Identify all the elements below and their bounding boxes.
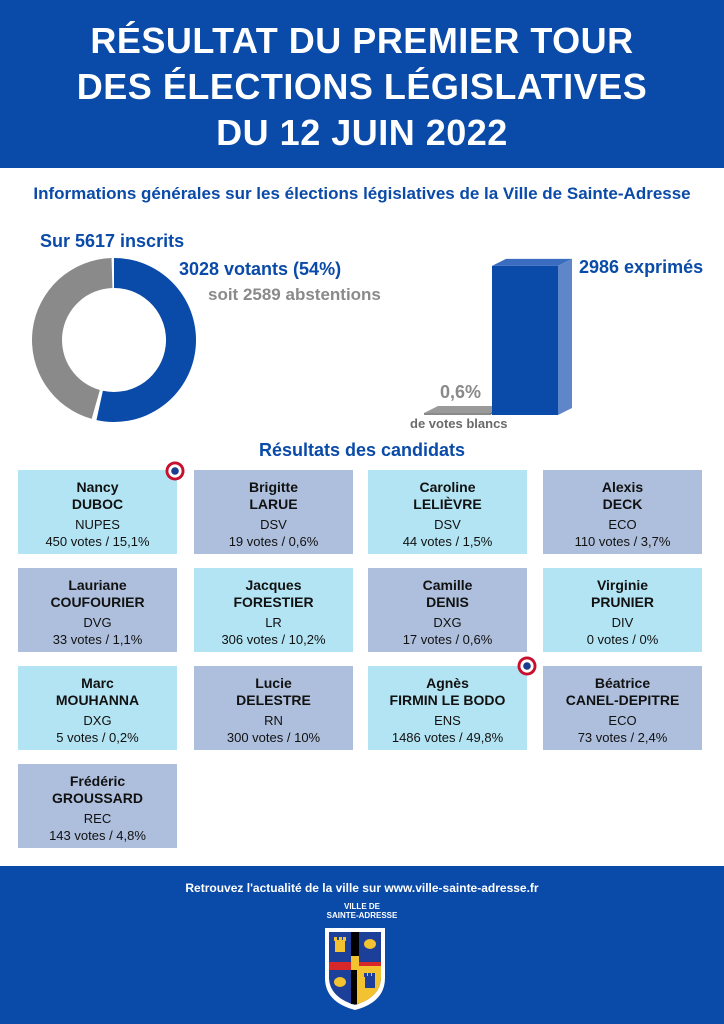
candidate-card: Agnès FIRMIN LE BODO ENS 1486 votes / 49… xyxy=(368,666,527,750)
blancs-label: de votes blancs xyxy=(410,416,508,431)
candidate-votes: 17 votes / 0,6% xyxy=(402,632,493,647)
candidate-votes: 300 votes / 10% xyxy=(226,730,321,745)
bar-front xyxy=(424,413,490,415)
candidate-party: ECO xyxy=(608,517,637,532)
qualified-rosette-icon xyxy=(517,656,537,676)
candidate-card: Nancy DUBOC NUPES 450 votes / 15,1% xyxy=(18,470,177,554)
footer-website-message: Retrouvez l'actualité de la ville sur ww… xyxy=(185,881,539,895)
page-header: RÉSULTAT DU PREMIER TOUR DES ÉLECTIONS L… xyxy=(0,0,724,168)
candidate-last-name: DUBOC xyxy=(71,496,124,512)
candidate-first-name: Nancy xyxy=(76,479,119,495)
candidate-first-name: Virginie xyxy=(596,577,649,593)
votants-label: 3028 votants (54%) xyxy=(179,259,342,279)
candidate-first-name: Brigitte xyxy=(249,479,298,495)
candidate-votes: 33 votes / 1,1% xyxy=(52,632,143,647)
candidate-first-name: Alexis xyxy=(601,479,644,495)
candidate-card: Lucie DELESTRE RN 300 votes / 10% xyxy=(194,666,353,750)
header-title-line3: DU 12 JUIN 2022 xyxy=(216,112,508,153)
candidate-votes: 143 votes / 4,8% xyxy=(49,828,146,843)
candidate-first-name: Caroline xyxy=(419,479,476,495)
candidate-votes: 19 votes / 0,6% xyxy=(228,534,319,549)
candidate-votes: 110 votes / 3,7% xyxy=(574,534,671,549)
candidate-first-name: Camille xyxy=(422,577,473,593)
candidate-card: Frédéric GROUSSARD REC 143 votes / 4,8% xyxy=(18,764,177,848)
candidate-last-name: LELIÈVRE xyxy=(413,496,482,512)
header-title-line2: DES ÉLECTIONS LÉGISLATIVES xyxy=(76,66,648,107)
donut-slice-votants xyxy=(96,258,197,422)
candidate-last-name: LARUE xyxy=(249,496,298,512)
candidate-last-name: MOUHANNA xyxy=(55,692,140,708)
bar-votes-exprimes xyxy=(492,258,572,415)
footer-ville-label: VILLE DE xyxy=(343,902,380,911)
candidate-last-name: DECK xyxy=(602,496,643,512)
candidate-card: Alexis DECK ECO 110 votes / 3,7% xyxy=(543,470,702,554)
candidate-votes: 5 votes / 0,2% xyxy=(56,730,139,745)
candidate-last-name: FIRMIN LE BODO xyxy=(389,692,506,708)
candidate-votes: 44 votes / 1,5% xyxy=(402,534,493,549)
abstentions-label: soit 2589 abstentions xyxy=(208,285,381,304)
candidate-card: Béatrice CANEL-DEPITRE ECO 73 votes / 2,… xyxy=(543,666,702,750)
candidate-party: DVG xyxy=(83,615,112,630)
candidate-party: DSV xyxy=(434,517,461,532)
bar-top xyxy=(424,406,504,413)
header-title-line1: RÉSULTAT DU PREMIER TOUR xyxy=(90,20,634,61)
candidate-last-name: DELESTRE xyxy=(236,692,311,708)
turnout-donut-chart xyxy=(32,258,197,422)
page-footer: Retrouvez l'actualité de la ville sur ww… xyxy=(0,866,724,1024)
candidate-party: DIV xyxy=(611,615,634,630)
candidate-first-name: Frédéric xyxy=(69,773,126,789)
candidate-last-name: FORESTIER xyxy=(233,594,314,610)
candidate-party: REC xyxy=(83,811,112,826)
bar-top xyxy=(492,258,572,266)
candidate-card: Lauriane COUFOURIER DVG 33 votes / 1,1% xyxy=(18,568,177,652)
candidate-first-name: Marc xyxy=(81,675,114,691)
general-info-title: Informations générales sur les élections… xyxy=(33,184,691,203)
city-crest-icon xyxy=(325,928,385,1010)
candidate-party: LR xyxy=(265,615,282,630)
bar-side xyxy=(558,258,572,415)
candidate-last-name: PRUNIER xyxy=(590,594,654,610)
bar-front xyxy=(492,265,558,415)
candidate-votes: 306 votes / 10,2% xyxy=(221,632,326,647)
candidate-party: NUPES xyxy=(75,517,120,532)
candidate-last-name: DENIS xyxy=(426,594,469,610)
candidate-first-name: Agnès xyxy=(426,675,469,691)
candidate-card: Caroline LELIÈVRE DSV 44 votes / 1,5% xyxy=(368,470,527,554)
candidate-first-name: Lucie xyxy=(255,675,292,691)
candidate-last-name: GROUSSARD xyxy=(51,790,143,806)
candidate-card: Brigitte LARUE DSV 19 votes / 0,6% xyxy=(194,470,353,554)
candidate-last-name: CANEL-DEPITRE xyxy=(565,692,680,708)
results-title: Résultats des candidats xyxy=(258,440,466,460)
candidate-party: DXG xyxy=(433,615,462,630)
footer-city-name: SAINTE-ADRESSE xyxy=(326,911,398,920)
candidate-votes: 73 votes / 2,4% xyxy=(577,730,668,745)
expressed-votes-bar-chart xyxy=(424,258,572,415)
candidate-card: Virginie PRUNIER DIV 0 votes / 0% xyxy=(543,568,702,652)
blancs-percent-label: 0,6% xyxy=(440,382,482,402)
candidate-first-name: Jacques xyxy=(245,577,302,593)
candidate-card: Marc MOUHANNA DXG 5 votes / 0,2% xyxy=(18,666,177,750)
candidate-party: DSV xyxy=(260,517,287,532)
candidate-party: RN xyxy=(264,713,283,728)
candidate-first-name: Lauriane xyxy=(68,577,127,593)
candidate-card: Camille DENIS DXG 17 votes / 0,6% xyxy=(368,568,527,652)
candidate-card: Jacques FORESTIER LR 306 votes / 10,2% xyxy=(194,568,353,652)
candidate-votes: 0 votes / 0% xyxy=(586,632,659,647)
candidate-party: DXG xyxy=(83,713,112,728)
inscrits-label: Sur 5617 inscrits xyxy=(40,231,185,251)
candidate-votes: 450 votes / 15,1% xyxy=(45,534,150,549)
candidate-votes: 1486 votes / 49,8% xyxy=(391,730,504,745)
candidate-party: ENS xyxy=(434,713,461,728)
qualified-rosette-icon xyxy=(165,461,185,481)
candidate-first-name: Béatrice xyxy=(594,675,651,691)
candidate-party: ECO xyxy=(608,713,637,728)
candidate-last-name: COUFOURIER xyxy=(50,594,145,610)
exprimes-label: 2986 exprimés xyxy=(579,257,704,277)
donut-slice-abstentions xyxy=(32,258,113,419)
